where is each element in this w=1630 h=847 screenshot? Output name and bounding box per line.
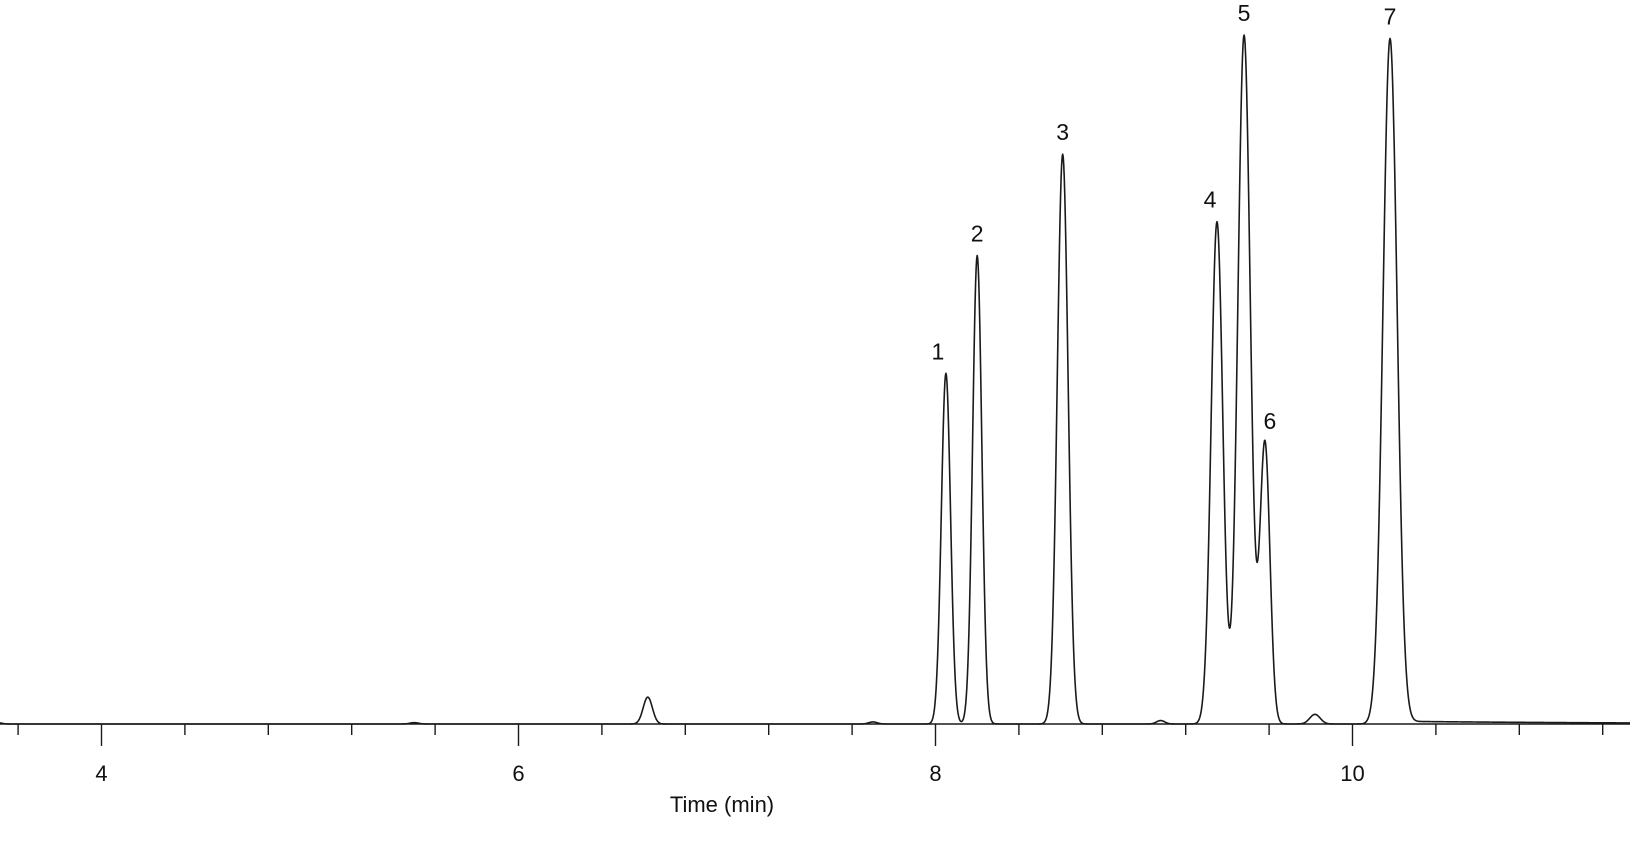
x-axis-ticks xyxy=(17,724,1604,746)
chromatogram-trace xyxy=(0,34,1630,725)
peak-label: 4 xyxy=(1204,187,1217,213)
peak-label: 3 xyxy=(1056,119,1069,145)
peak-label: 7 xyxy=(1384,3,1397,29)
peak-label: 1 xyxy=(932,338,945,364)
peak-labels: 12345678910 xyxy=(932,0,1397,434)
x-tick-label: 6 xyxy=(512,761,524,786)
x-tick-label: 10 xyxy=(1340,761,1364,786)
x-tick-label: 8 xyxy=(929,761,941,786)
x-axis-title: Time (min) xyxy=(670,792,774,817)
x-tick-label: 4 xyxy=(95,761,107,786)
peak-label: 5 xyxy=(1238,0,1251,26)
x-axis-tick-labels: 4681012141618 xyxy=(95,761,1364,786)
peak-label: 6 xyxy=(1264,408,1277,434)
peak-label: 2 xyxy=(971,220,984,246)
